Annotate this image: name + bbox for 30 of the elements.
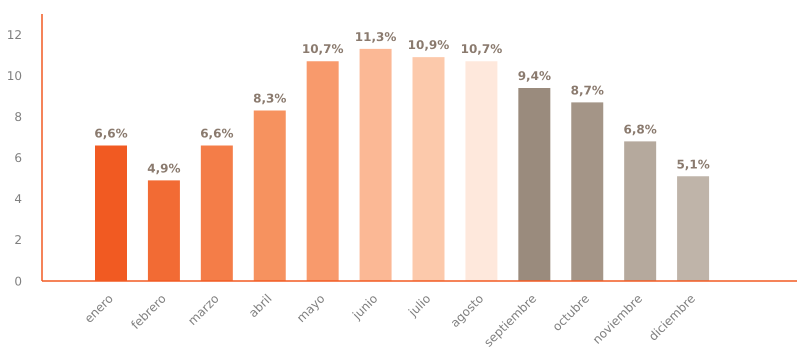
data-label: 10,7% xyxy=(302,42,344,56)
data-label: 4,9% xyxy=(147,161,181,176)
bar xyxy=(571,102,604,281)
data-label: 9,4% xyxy=(518,68,551,83)
bar xyxy=(360,48,392,281)
data-label: 5,1% xyxy=(676,157,710,172)
bar xyxy=(412,57,444,281)
data-label: 6,6% xyxy=(200,126,234,140)
y-tick-label: 2 xyxy=(14,233,22,248)
y-tick-label: 12 xyxy=(6,28,22,42)
y-tick-label: 4 xyxy=(14,192,22,206)
bar xyxy=(148,180,180,281)
bar xyxy=(200,145,233,281)
bar xyxy=(624,141,656,281)
data-label: 11,3% xyxy=(354,30,396,44)
y-tick-label: 0 xyxy=(14,274,22,288)
y-tick-label: 6 xyxy=(14,151,22,166)
data-label: 6,6% xyxy=(94,126,128,140)
bar xyxy=(306,61,339,281)
bar xyxy=(254,110,286,281)
bar xyxy=(465,61,498,281)
data-label: 10,9% xyxy=(408,38,450,52)
y-tick-label: 10 xyxy=(6,68,22,83)
bar xyxy=(677,176,710,281)
data-label: 6,8% xyxy=(624,122,657,136)
data-label: 8,3% xyxy=(253,92,286,106)
data-label: 8,7% xyxy=(570,83,604,98)
data-label: 10,7% xyxy=(460,42,502,56)
bar xyxy=(518,88,550,281)
y-tick-label: 8 xyxy=(14,110,22,124)
